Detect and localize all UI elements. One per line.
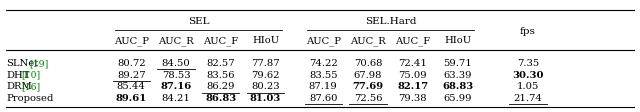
Text: 72.41: 72.41 [398, 58, 428, 67]
Text: SLNet: SLNet [6, 58, 38, 67]
Text: 75.09: 75.09 [399, 70, 427, 79]
Text: 77.69: 77.69 [353, 82, 383, 90]
Text: 86.29: 86.29 [207, 82, 235, 90]
Text: 67.98: 67.98 [354, 70, 382, 79]
Text: SEL: SEL [188, 17, 209, 26]
Text: AUC_P: AUC_P [114, 36, 148, 45]
Text: 7.35: 7.35 [517, 58, 539, 67]
Text: 81.03: 81.03 [250, 93, 282, 102]
Text: AUC_F: AUC_F [395, 36, 431, 45]
Text: 83.56: 83.56 [207, 70, 235, 79]
Text: 79.62: 79.62 [252, 70, 280, 79]
Text: 82.57: 82.57 [207, 58, 235, 67]
Text: HIoU: HIoU [252, 36, 279, 45]
Text: SEL.Hard: SEL.Hard [365, 17, 416, 26]
Text: 89.27: 89.27 [117, 70, 145, 79]
Text: [19]: [19] [29, 58, 49, 67]
Text: 70.68: 70.68 [354, 58, 382, 67]
Text: 86.83: 86.83 [205, 93, 236, 102]
Text: AUC_R: AUC_R [158, 36, 194, 45]
Text: 87.60: 87.60 [309, 93, 337, 102]
Text: 68.83: 68.83 [442, 82, 473, 90]
Text: 78.53: 78.53 [162, 70, 190, 79]
Text: 79.38: 79.38 [399, 93, 427, 102]
Text: 63.39: 63.39 [444, 70, 472, 79]
Text: 30.30: 30.30 [512, 70, 544, 79]
Text: DHT: DHT [6, 70, 30, 79]
Text: 21.74: 21.74 [513, 93, 543, 102]
Text: [16]: [16] [20, 82, 40, 90]
Text: 83.55: 83.55 [309, 70, 337, 79]
Text: 80.72: 80.72 [117, 58, 145, 67]
Text: fps: fps [520, 26, 536, 35]
Text: Proposed: Proposed [6, 93, 54, 102]
Text: 84.50: 84.50 [162, 58, 190, 67]
Text: 82.17: 82.17 [397, 82, 428, 90]
Text: 87.19: 87.19 [309, 82, 337, 90]
Text: AUC_R: AUC_R [350, 36, 386, 45]
Text: AUC_P: AUC_P [306, 36, 340, 45]
Text: 80.23: 80.23 [252, 82, 280, 90]
Text: 74.22: 74.22 [309, 58, 337, 67]
Text: 87.16: 87.16 [161, 82, 191, 90]
Text: DRM: DRM [6, 82, 32, 90]
Text: 84.21: 84.21 [161, 93, 191, 102]
Text: 59.71: 59.71 [444, 58, 472, 67]
Text: [10]: [10] [20, 70, 40, 79]
Text: 77.87: 77.87 [252, 58, 280, 67]
Text: 85.44: 85.44 [116, 82, 146, 90]
Text: 89.61: 89.61 [116, 93, 147, 102]
Text: AUC_F: AUC_F [203, 36, 239, 45]
Text: HIoU: HIoU [444, 36, 471, 45]
Text: 72.56: 72.56 [354, 93, 382, 102]
Text: 65.99: 65.99 [444, 93, 472, 102]
Text: 1.05: 1.05 [517, 82, 539, 90]
